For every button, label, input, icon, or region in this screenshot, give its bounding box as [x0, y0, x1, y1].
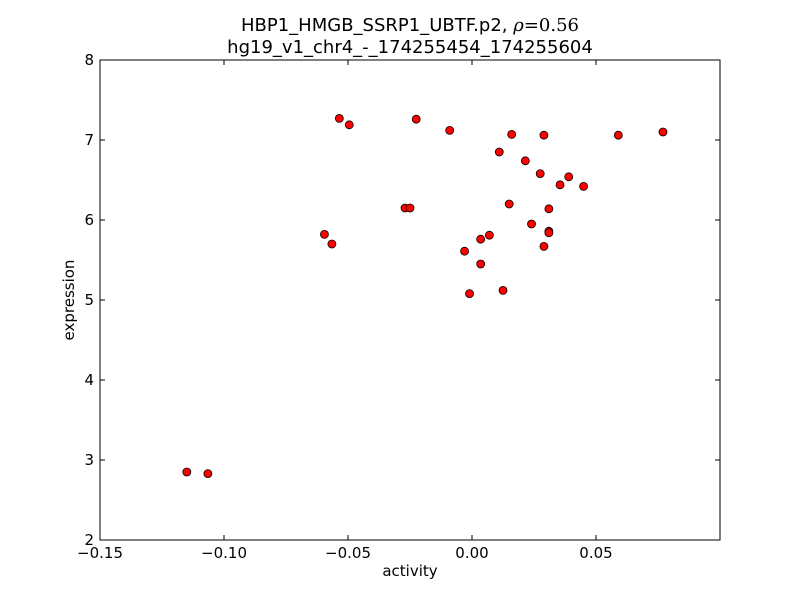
data-point: [445, 125, 455, 135]
data-point: [544, 204, 554, 214]
x-tick-label: −0.05: [325, 544, 371, 562]
plot-area-frame: [99, 59, 721, 541]
data-point: [498, 285, 508, 295]
data-point: [613, 130, 623, 140]
data-point: [476, 259, 486, 269]
data-point: [334, 114, 344, 123]
data-point: [411, 114, 421, 124]
y-axis-label: expression: [60, 260, 78, 341]
y-tick-label: 4: [84, 371, 94, 389]
ticks-layer: −0.15 −0.10 −0.05 0.00 0.05 2 3 4 5 6 7 8: [77, 51, 720, 562]
x-tick-label: 0.00: [455, 544, 488, 562]
data-point: [182, 467, 192, 477]
points-layer: [182, 114, 668, 479]
y-tick-label: 5: [84, 291, 94, 309]
data-point: [494, 147, 504, 157]
chart-subtitle: hg19_v1_chr4_-_174255454_174255604: [227, 37, 593, 58]
y-tick-label: 2: [84, 531, 94, 549]
chart-title-prefix: HBP1_HMGB_SSRP1_UBTF.p2,: [241, 15, 513, 36]
y-tick-label: 3: [84, 451, 94, 469]
data-point: [465, 289, 474, 299]
data-point: [507, 129, 517, 139]
data-point: [564, 172, 574, 182]
data-point: [555, 180, 565, 190]
data-point: [527, 219, 536, 229]
y-tick-label: 6: [84, 211, 94, 229]
data-point: [344, 120, 354, 130]
chart-title: HBP1_HMGB_SSRP1_UBTF.p2, ρ=0.56: [241, 15, 579, 36]
y-tick-label: 7: [84, 131, 94, 149]
data-point: [460, 246, 469, 256]
data-point: [320, 229, 329, 239]
data-point: [504, 199, 514, 209]
data-point: [327, 239, 337, 249]
y-tick-label: 8: [84, 51, 94, 69]
data-point: [405, 203, 415, 213]
data-point: [535, 169, 545, 179]
data-point: [539, 130, 549, 140]
data-point: [476, 234, 486, 244]
data-point: [203, 469, 213, 479]
x-tick-label: −0.10: [201, 544, 247, 562]
data-point: [520, 156, 530, 166]
data-point: [539, 241, 549, 251]
data-point: [484, 230, 494, 240]
data-point: [579, 181, 588, 191]
rho-symbol: ρ: [512, 15, 524, 36]
data-point: [544, 228, 554, 238]
x-tick-label: −0.15: [77, 544, 123, 562]
x-tick-label: 0.05: [579, 544, 612, 562]
rho-value: =0.56: [524, 15, 579, 36]
x-axis-label: activity: [382, 562, 437, 580]
data-point: [658, 127, 668, 137]
